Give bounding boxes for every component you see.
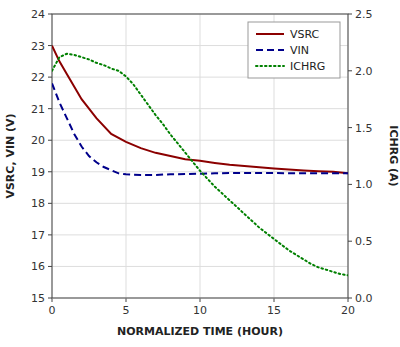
y-tick-label: 18 <box>31 197 45 210</box>
legend-label: ICHRG <box>290 60 325 73</box>
y-tick-label: 15 <box>31 292 45 305</box>
tick-mark <box>348 127 352 128</box>
tick-mark <box>274 298 275 302</box>
x-axis-label: NORMALIZED TIME (HOUR) <box>117 325 283 338</box>
y-tick-label: 17 <box>31 229 45 242</box>
grid-line <box>52 108 348 109</box>
tick-mark <box>348 241 352 242</box>
y-axis-label: VSRC, VIN (V) <box>4 113 17 198</box>
tick-mark <box>48 140 52 141</box>
legend: VSRC VIN ICHRG <box>248 22 340 78</box>
legend-key <box>256 65 284 67</box>
y-tick-label: 24 <box>31 8 45 21</box>
tick-mark <box>348 298 352 299</box>
y-tick-label: 22 <box>31 71 45 84</box>
tick-mark <box>48 298 52 299</box>
y-tick-label: 16 <box>31 260 45 273</box>
x-tick-label: 15 <box>267 304 281 317</box>
tick-mark <box>200 298 201 302</box>
x-tick-label: 5 <box>123 304 130 317</box>
tick-mark <box>48 77 52 78</box>
tick-mark <box>48 266 52 267</box>
tick-mark <box>48 45 52 46</box>
plot-frame <box>52 14 348 298</box>
grid-line <box>52 203 348 204</box>
tick-mark <box>126 298 127 302</box>
y-tick-label: 19 <box>31 166 45 179</box>
grid-line <box>200 14 201 298</box>
series-group <box>52 46 348 276</box>
y-tick-label: 23 <box>31 40 45 53</box>
series-line <box>52 83 348 175</box>
legend-label: VSRC <box>290 28 320 41</box>
tick-mark <box>48 234 52 235</box>
y2-tick-label: 0.5 <box>355 235 373 248</box>
y-tick-label: 21 <box>31 103 45 116</box>
chart: 0 5 10 15 20 15 16 17 18 19 20 21 22 23 24 0.0 0.5 1.0 1.5… <box>0 0 400 347</box>
y2-tick-label: 2.0 <box>355 65 373 78</box>
y2-tick-label: 0.0 <box>355 292 373 305</box>
y2-tick-label: 1.5 <box>355 122 373 135</box>
legend-key <box>256 33 284 35</box>
tick-mark <box>348 298 349 302</box>
grid-line <box>52 140 348 141</box>
legend-label: VIN <box>290 44 309 57</box>
tick-mark <box>48 171 52 172</box>
y2-tick-label: 1.0 <box>355 178 373 191</box>
x-tick-label: 10 <box>193 304 207 317</box>
tick-mark <box>48 203 52 204</box>
tick-mark <box>48 14 52 15</box>
grid-line <box>52 266 348 267</box>
x-tick-label: 0 <box>49 304 56 317</box>
y2-tick-label: 2.5 <box>355 8 373 21</box>
tick-mark <box>348 70 352 71</box>
grid-line <box>52 234 348 235</box>
tick-mark <box>348 184 352 185</box>
legend-key <box>256 49 284 51</box>
tick-mark <box>52 298 53 302</box>
grid-line <box>126 14 127 298</box>
y2-axis-label: ICHRG (A) <box>387 125 400 186</box>
x-tick-label: 20 <box>341 304 355 317</box>
tick-mark <box>348 14 352 15</box>
y-tick-label: 20 <box>31 134 45 147</box>
plot-area <box>52 14 348 298</box>
tick-mark <box>48 108 52 109</box>
series-line <box>52 46 348 174</box>
series-line <box>52 54 348 276</box>
legend-box <box>248 22 340 78</box>
